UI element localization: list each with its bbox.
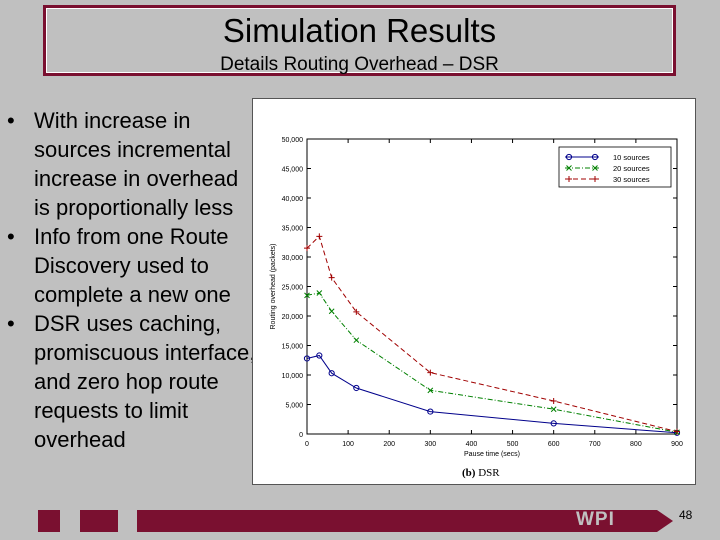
wpi-logo: WPI: [576, 509, 615, 530]
y-tick-label: 20,000: [282, 314, 304, 321]
x-tick-label: 800: [630, 441, 642, 448]
bullet-item: • With increase in sources incremental in…: [6, 106, 256, 222]
bullet-symbol: •: [7, 108, 15, 133]
legend-marker: [591, 153, 599, 161]
bullet-text: Info from one Route Discovery used to co…: [34, 224, 231, 307]
data-point: [328, 308, 335, 315]
page-number: 48: [679, 508, 693, 522]
y-tick-label: 30,000: [282, 255, 304, 262]
y-axis-label: Routing overhead (packets): [270, 244, 277, 330]
footer-bar: [137, 510, 657, 532]
legend-box: [558, 146, 672, 188]
series-line-1: [306, 292, 678, 433]
data-point: [304, 245, 310, 252]
legend-marker: [566, 165, 572, 171]
data-point: [303, 355, 311, 362]
legend-marker: [566, 176, 572, 182]
data-point: [674, 428, 680, 435]
legend-label: 30 sources: [613, 175, 650, 184]
next-arrow-icon[interactable]: [657, 510, 673, 532]
y-tick-label: 5,000: [285, 403, 303, 410]
data-point: [316, 290, 323, 296]
data-point: [550, 420, 557, 427]
data-point: [328, 274, 335, 281]
data-point: [353, 308, 360, 315]
x-tick-label: 300: [424, 441, 436, 448]
bullet-symbol: •: [7, 224, 15, 249]
caption-label: (b): [462, 467, 476, 479]
x-tick-label: 700: [589, 441, 601, 448]
x-tick-label: 0: [305, 441, 309, 448]
y-tick-label: 10,000: [282, 373, 304, 380]
legend-label: 20 sources: [613, 164, 650, 173]
bullet-text: DSR uses caching, promiscuous interface,…: [34, 311, 256, 452]
data-point: [304, 292, 310, 299]
chart-frame: 0 100 200 300 400 500 600 700 800 900 0 5,000 10,000…: [252, 98, 696, 485]
x-tick-label: 900: [671, 441, 683, 448]
footer-square: [80, 510, 118, 532]
series-line-0: [306, 354, 678, 434]
slide-title: Simulation Results: [222, 12, 497, 49]
bullet-item: • DSR uses caching, promiscuous interface…: [6, 309, 256, 454]
bullet-symbol: •: [7, 311, 15, 336]
routing-overhead-chart: 0 100 200 300 400 500 600 700 800 900 0 5,000 10,000…: [270, 137, 683, 479]
data-point: [427, 369, 434, 376]
x-axis-label: Pause time (secs): [464, 451, 520, 458]
x-tick-label: 100: [342, 441, 354, 448]
y-tick-label: 35,000: [282, 226, 304, 233]
data-point: [316, 352, 323, 359]
data-point: [328, 370, 335, 377]
data-point: [550, 406, 557, 413]
bullet-text: With increase in sources incremental inc…: [34, 108, 239, 220]
data-point: [427, 387, 434, 394]
bullet-item: • Info from one Route Discovery used to c…: [6, 222, 256, 309]
data-point: [353, 384, 360, 392]
y-tick-label: 45,000: [282, 167, 304, 174]
legend-marker: [565, 153, 573, 161]
x-tick-label: 500: [507, 441, 519, 448]
x-tick-label: 400: [466, 441, 478, 448]
legend-label: 10 sources: [613, 153, 650, 162]
data-point: [550, 397, 557, 404]
bullet-list: • With increase in sources incremental in…: [6, 106, 256, 454]
y-tick-label: 25,000: [282, 285, 304, 292]
x-tick-label: 600: [548, 441, 560, 448]
y-tick-label: 0: [299, 432, 303, 439]
caption-text: DSR: [475, 467, 500, 479]
data-point: [427, 408, 434, 415]
y-tick-label: 15,000: [282, 344, 304, 351]
chart-caption: (b) DSR: [462, 467, 500, 479]
x-tick-label: 200: [383, 441, 395, 448]
data-point: [316, 233, 323, 240]
footer-square: [38, 510, 60, 532]
title-box: Simulation Results Details Routing Overh…: [43, 5, 676, 76]
y-tick-label: 50,000: [282, 137, 304, 144]
y-tick-label: 40,000: [282, 196, 304, 203]
slide-subtitle: Details Routing Overhead – DSR: [220, 54, 499, 75]
legend-marker: [592, 165, 598, 171]
legend-marker: [592, 176, 598, 182]
series-line-2: [306, 235, 678, 433]
data-point: [353, 337, 360, 344]
